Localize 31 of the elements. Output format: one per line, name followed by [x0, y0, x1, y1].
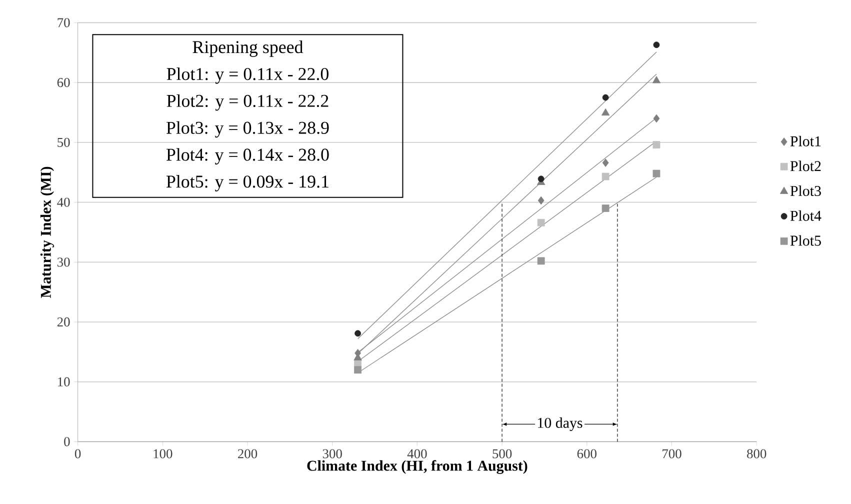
x-tick-label: 0: [74, 449, 81, 458]
y-tick-label: 50: [58, 138, 70, 147]
x-tick-label: 700: [662, 449, 682, 458]
annotation: Plot3: y = 0.13x - 28.9: [166, 121, 329, 138]
x-tick-label: 100: [154, 449, 172, 458]
x-tick-label: 600: [577, 449, 596, 458]
y-tick-label: 10: [58, 377, 70, 386]
y-tick-label: 30: [57, 258, 70, 267]
legend-label: Plot4: [790, 210, 822, 221]
annotation: Plot4: y = 0.14x - 28.0: [166, 148, 329, 164]
y-axis-title: Maturity Index (MI): [40, 166, 54, 298]
annotation: Plot5: y = 0.09x - 19.1: [166, 175, 328, 192]
x-tick-label: 200: [238, 449, 258, 458]
y-tick-label: 70: [58, 18, 70, 28]
x-tick-label: 800: [747, 449, 766, 458]
x-tick-label: 500: [492, 449, 512, 458]
y-tick-label: 40: [57, 198, 70, 207]
annotation: Plot2: y = 0.11x - 22.2: [166, 94, 328, 111]
legend-label: Plot2: [790, 160, 821, 172]
legend-label: Plot5: [790, 235, 821, 246]
x-tick-label: 300: [322, 449, 342, 458]
annotation: Plot1: y = 0.11x - 22.0: [166, 67, 328, 84]
x-tick-label: 400: [407, 449, 427, 458]
x-axis-title: Climate Index (HI, from 1 August): [307, 460, 528, 474]
y-tick-label: 20: [57, 317, 70, 327]
legend-label: Plot3: [790, 186, 821, 196]
annotation: 10 days: [538, 417, 582, 431]
y-tick-label: 0: [64, 437, 70, 446]
y-tick-label: 60: [57, 78, 70, 88]
annotation: Ripening speed: [192, 40, 304, 57]
legend-label: Plot1: [790, 136, 821, 146]
